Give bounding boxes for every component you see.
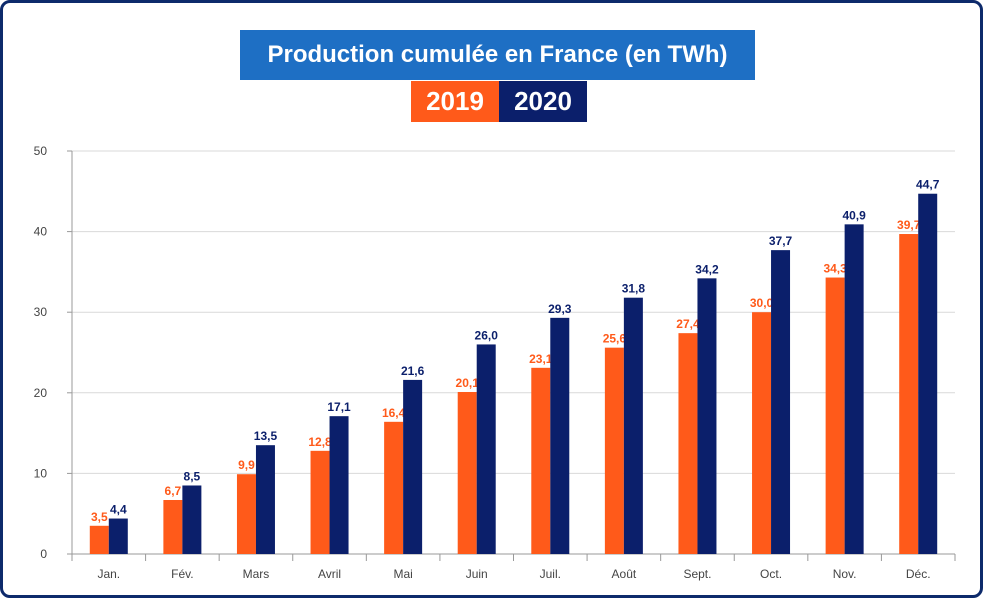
- x-tick-label: Août: [612, 567, 637, 581]
- x-tick-label: Avril: [318, 567, 341, 581]
- chart-title: Production cumulée en France (en TWh): [240, 30, 755, 80]
- y-tick-label: 40: [34, 225, 48, 239]
- x-tick-label: Oct.: [760, 567, 782, 581]
- x-tick-label: Juil.: [540, 567, 561, 581]
- data-label-2019: 25,6: [603, 332, 627, 346]
- legend-2020: 2020: [499, 81, 587, 122]
- bar-2019: [384, 421, 404, 554]
- x-tick-label: Déc.: [906, 567, 931, 581]
- data-label-2020: 4,4: [110, 503, 127, 517]
- data-label-2019: 34,3: [823, 262, 847, 276]
- x-tick-label: Jan.: [97, 567, 120, 581]
- data-label-2020: 21,6: [401, 364, 425, 378]
- bar-2019: [310, 450, 330, 554]
- bar-2019: [678, 333, 698, 554]
- data-label-2020: 13,5: [254, 429, 278, 443]
- y-tick-label: 0: [40, 547, 47, 561]
- bar-2019: [899, 234, 919, 554]
- data-label-2019: 39,7: [897, 218, 921, 232]
- data-label-2019: 3,5: [91, 510, 108, 524]
- bar-2019: [604, 347, 624, 554]
- x-tick-label: Juin: [466, 567, 488, 581]
- bar-2019: [752, 312, 772, 554]
- data-label-2019: 12,8: [308, 435, 332, 449]
- x-tick-label: Mai: [393, 567, 412, 581]
- data-label-2020: 37,7: [769, 234, 793, 248]
- bar-2019: [825, 277, 845, 554]
- data-label-2019: 20,1: [456, 376, 480, 390]
- bar-2020: [844, 224, 864, 554]
- bar-2019: [531, 367, 551, 554]
- bar-2020: [697, 278, 717, 554]
- data-label-2019: 27,4: [676, 317, 700, 331]
- data-label-2020: 26,0: [475, 328, 499, 342]
- bar-2020: [182, 485, 202, 554]
- data-label-2020: 8,5: [184, 469, 201, 483]
- y-tick-label: 10: [34, 466, 48, 480]
- y-tick-label: 20: [34, 386, 48, 400]
- data-label-2020: 40,9: [842, 208, 866, 222]
- data-label-2020: 29,3: [548, 302, 572, 316]
- data-label-2020: 17,1: [327, 400, 351, 414]
- legend-2019: 2019: [411, 81, 499, 122]
- bar-2020: [108, 518, 128, 554]
- data-label-2019: 16,4: [382, 406, 406, 420]
- bar-2020: [476, 344, 496, 554]
- data-label-2020: 31,8: [622, 282, 646, 296]
- data-label-2019: 23,1: [529, 352, 553, 366]
- bar-2020: [771, 250, 791, 554]
- data-label-2019: 9,9: [238, 458, 255, 472]
- bar-2020: [403, 379, 423, 554]
- data-label-2019: 6,7: [165, 484, 182, 498]
- bar-2020: [329, 416, 349, 554]
- data-label-2019: 30,0: [750, 296, 774, 310]
- data-label-2020: 34,2: [695, 262, 719, 276]
- x-tick-label: Fév.: [171, 567, 193, 581]
- y-tick-label: 50: [34, 144, 48, 158]
- bar-2020: [550, 317, 570, 554]
- bar-2020: [623, 297, 643, 554]
- x-tick-label: Nov.: [833, 567, 857, 581]
- bar-2020: [255, 445, 275, 554]
- y-tick-label: 30: [34, 305, 48, 319]
- bar-2019: [89, 525, 109, 554]
- bar-2019: [236, 474, 256, 554]
- bar-2019: [457, 391, 477, 554]
- bar-2020: [918, 193, 938, 554]
- x-tick-label: Mars: [243, 567, 270, 581]
- data-label-2020: 44,7: [916, 178, 940, 192]
- bar-2019: [163, 499, 183, 554]
- x-tick-label: Sept.: [683, 567, 711, 581]
